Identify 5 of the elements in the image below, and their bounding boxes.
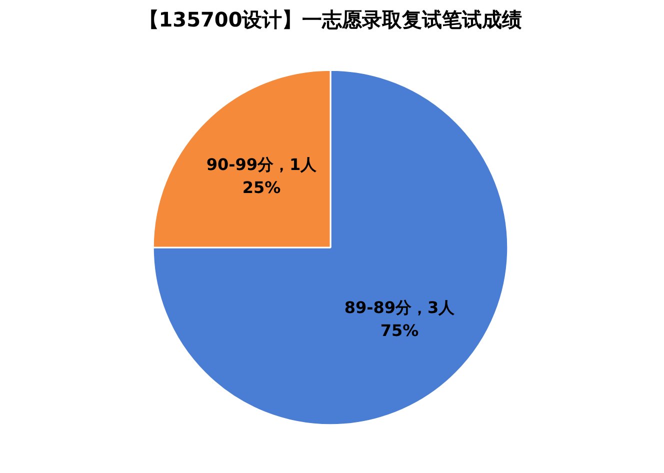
data-label: 25% <box>242 178 281 198</box>
slice-label: 89-89分，3人 <box>344 298 456 317</box>
chart-title: 【135700设计】一志愿录取复试笔试成绩 <box>138 8 522 32</box>
slice-label: 90-99分，1人 <box>206 155 318 174</box>
data-label: 75% <box>380 320 419 340</box>
